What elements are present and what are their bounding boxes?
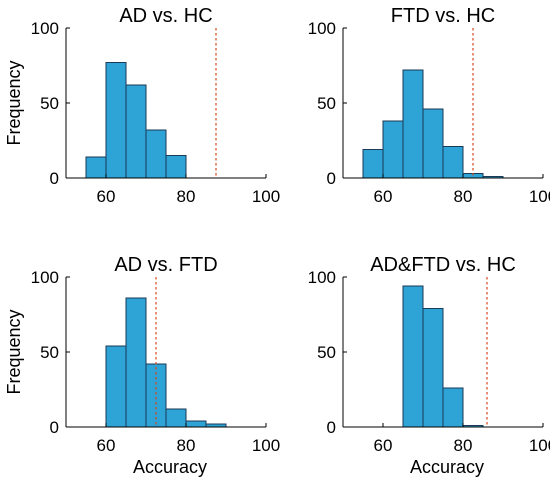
chart-title: AD&FTD vs. HC (370, 254, 516, 276)
y-tick-label: 50 (40, 94, 59, 113)
x-axis-label: Accuracy (410, 457, 484, 477)
histogram-bar (422, 308, 444, 428)
y-tick-label: 100 (31, 268, 59, 287)
y-tick-label: 50 (317, 343, 336, 362)
histogram-bar (125, 84, 147, 179)
x-tick-label: 60 (374, 436, 393, 455)
chart-title: AD vs. FTD (114, 254, 217, 276)
histogram-panel-3: 0 50 100 60 80 100 AD vs. FTD Frequency Accuracy (4, 254, 280, 477)
histogram-bar (422, 108, 444, 179)
x-tick-label: 100 (252, 187, 280, 206)
y-tick-label: 0 (50, 418, 59, 437)
chart-title: AD vs. HC (119, 5, 212, 27)
y-tick-label: 0 (327, 169, 336, 188)
x-tick-label: 100 (529, 187, 550, 206)
x-tick-label: 100 (252, 436, 280, 455)
histogram-bar (402, 69, 424, 179)
x-tick-label: 100 (529, 436, 550, 455)
x-axis-label: Accuracy (133, 457, 207, 477)
y-axis-label: Frequency (4, 309, 24, 394)
histogram-panel-2: 0 50 100 60 80 100 FTD vs. HC (308, 5, 550, 206)
y-tick-label: 0 (327, 418, 336, 437)
y-tick-label: 50 (317, 94, 336, 113)
chart-title: FTD vs. HC (391, 5, 495, 27)
histogram-bar (125, 297, 147, 428)
x-tick-label: 60 (97, 187, 116, 206)
x-tick-label: 80 (177, 187, 196, 206)
histogram-bar (185, 420, 207, 428)
histogram-bar (85, 156, 107, 179)
histogram-bar (402, 285, 424, 428)
y-tick-label: 100 (308, 268, 336, 287)
histogram-bar (362, 149, 384, 179)
histogram-bar (165, 155, 187, 179)
y-axis-label: Frequency (4, 60, 24, 145)
histogram-bar (105, 345, 127, 428)
histogram-bar (105, 62, 127, 179)
x-tick-label: 60 (97, 436, 116, 455)
y-tick-label: 100 (308, 19, 336, 38)
y-tick-label: 0 (50, 169, 59, 188)
x-tick-label: 60 (374, 187, 393, 206)
x-tick-label: 80 (177, 436, 196, 455)
histogram-panel-1: 0 50 100 60 80 100 AD vs. HC Frequency (4, 5, 280, 206)
histogram-bar (442, 146, 464, 179)
y-tick-label: 100 (31, 19, 59, 38)
x-tick-label: 80 (454, 187, 473, 206)
histogram-bar (145, 129, 167, 179)
histogram-panel-4: 0 50 100 60 80 100 AD&FTD vs. HC Accuracy (308, 254, 550, 477)
x-tick-label: 80 (454, 436, 473, 455)
histogram-bar (442, 387, 464, 428)
histogram-bar (382, 120, 404, 179)
y-tick-label: 50 (40, 343, 59, 362)
histogram-bar (165, 408, 187, 428)
